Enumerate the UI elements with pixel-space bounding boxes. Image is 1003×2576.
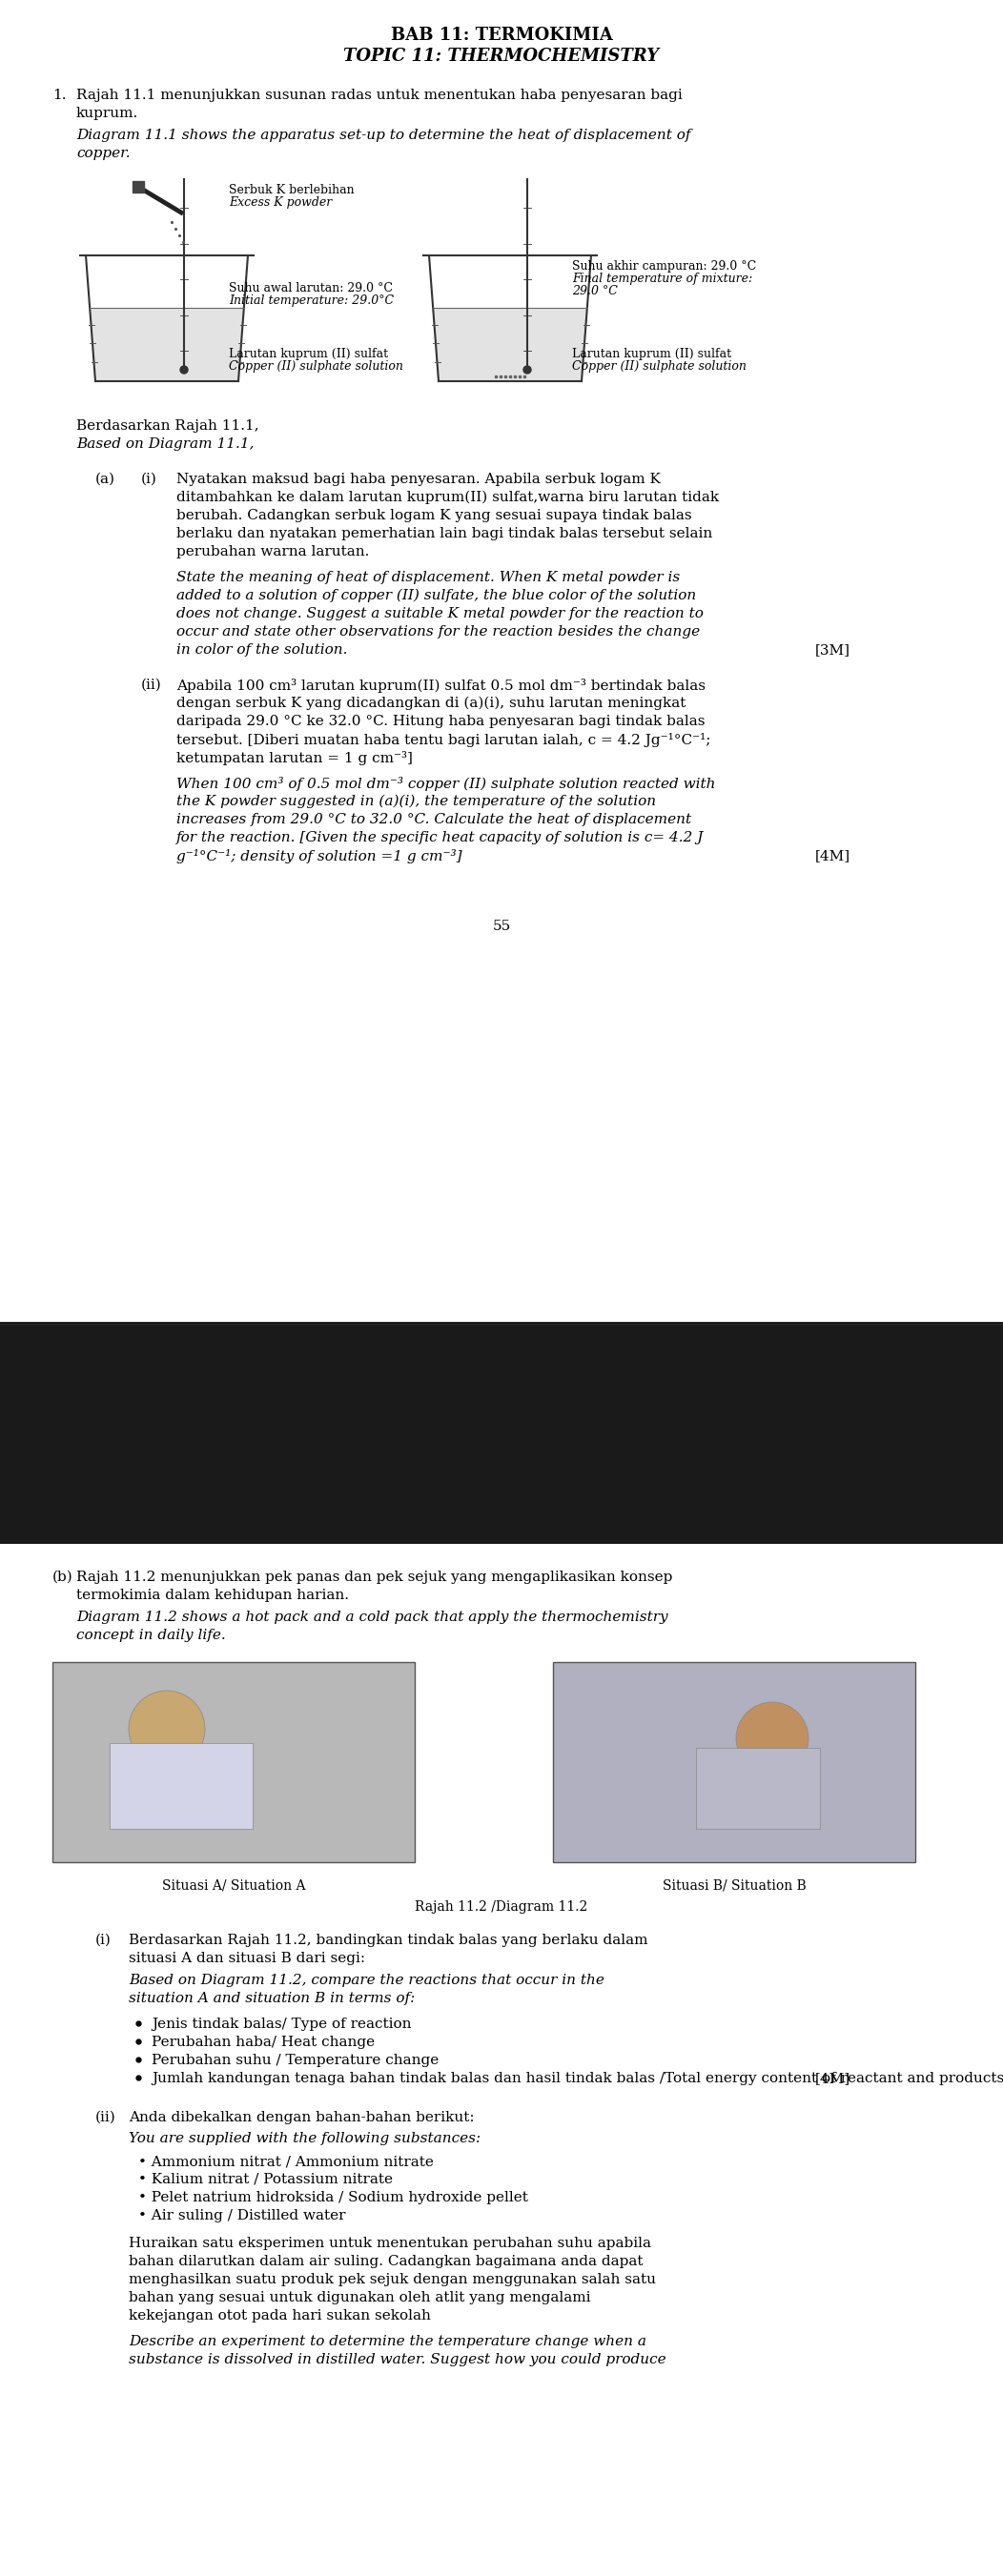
Text: You are supplied with the following substances:: You are supplied with the following subs… — [128, 2133, 480, 2146]
Text: Excess K powder: Excess K powder — [229, 196, 332, 209]
Text: When 100 cm³ of 0.5 mol dm⁻³ copper (II) sulphate solution reacted with: When 100 cm³ of 0.5 mol dm⁻³ copper (II)… — [177, 778, 715, 791]
Text: Rajah 11.2 menunjukkan pek panas dan pek sejuk yang mengaplikasikan konsep: Rajah 11.2 menunjukkan pek panas dan pek… — [76, 1571, 673, 1584]
Text: added to a solution of copper (II) sulfate, the blue color of the solution: added to a solution of copper (II) sulfa… — [177, 590, 696, 603]
Polygon shape — [90, 309, 244, 381]
Bar — [553, 1662, 916, 1862]
Text: ditambahkan ke dalam larutan kuprum(II) sulfat,warna biru larutan tidak: ditambahkan ke dalam larutan kuprum(II) … — [177, 492, 719, 505]
Bar — [109, 1744, 253, 1829]
Text: Rajah 11.2 /Diagram 11.2: Rajah 11.2 /Diagram 11.2 — [415, 1901, 588, 1914]
Text: kuprum.: kuprum. — [76, 106, 138, 121]
Circle shape — [524, 366, 531, 374]
Text: concept in daily life.: concept in daily life. — [76, 1628, 226, 1641]
Text: Huraikan satu eksperimen untuk menentukan perubahan suhu apabila: Huraikan satu eksperimen untuk menentuka… — [128, 2236, 651, 2249]
Text: Diagram 11.1 shows the apparatus set-up to determine the heat of displacement of: Diagram 11.1 shows the apparatus set-up … — [76, 129, 691, 142]
Text: Larutan kuprum (II) sulfat: Larutan kuprum (II) sulfat — [572, 348, 731, 361]
Text: tersebut. [Diberi muatan haba tentu bagi larutan ialah, c = 4.2 Jg⁻¹°C⁻¹;: tersebut. [Diberi muatan haba tentu bagi… — [177, 732, 711, 747]
Text: [3M]: [3M] — [815, 644, 851, 657]
Text: [4M]: [4M] — [815, 850, 851, 863]
Text: Jumlah kandungan tenaga bahan tindak balas dan hasil tindak balas /Total energy : Jumlah kandungan tenaga bahan tindak bal… — [151, 2071, 1003, 2084]
Circle shape — [736, 1703, 808, 1775]
Text: g⁻¹°C⁻¹; density of solution =1 g cm⁻³]: g⁻¹°C⁻¹; density of solution =1 g cm⁻³] — [177, 850, 462, 863]
Text: situation A and situation B in terms of:: situation A and situation B in terms of: — [128, 1991, 415, 2004]
Bar — [0, 1324, 1003, 1543]
Text: Final temperature of mixture:: Final temperature of mixture: — [572, 273, 752, 286]
Text: bahan yang sesuai untuk digunakan oleh atlit yang mengalami: bahan yang sesuai untuk digunakan oleh a… — [128, 2290, 591, 2306]
Text: Suhu akhir campuran: 29.0 °C: Suhu akhir campuran: 29.0 °C — [572, 260, 756, 273]
Text: 29.0 °C: 29.0 °C — [572, 286, 618, 296]
Text: Situasi A/ Situation A: Situasi A/ Situation A — [161, 1880, 305, 1893]
Text: Based on Diagram 11.1,: Based on Diagram 11.1, — [76, 438, 254, 451]
Text: the K powder suggested in (a)(i), the temperature of the solution: the K powder suggested in (a)(i), the te… — [177, 796, 656, 809]
Text: Situasi B/ Situation B: Situasi B/ Situation B — [662, 1880, 806, 1893]
Text: Anda dibekalkan dengan bahan-bahan berikut:: Anda dibekalkan dengan bahan-bahan berik… — [128, 2110, 474, 2125]
Text: • Pelet natrium hidroksida / Sodium hydroxide pellet: • Pelet natrium hidroksida / Sodium hydr… — [138, 2192, 528, 2205]
Text: Diagram 11.2 shows a hot pack and a cold pack that apply the thermochemistry: Diagram 11.2 shows a hot pack and a cold… — [76, 1610, 668, 1623]
Text: Describe an experiment to determine the temperature change when a: Describe an experiment to determine the … — [128, 2334, 646, 2349]
Text: [4M]: [4M] — [815, 2071, 851, 2084]
Text: daripada 29.0 °C ke 32.0 °C. Hitung haba penyesaran bagi tindak balas: daripada 29.0 °C ke 32.0 °C. Hitung haba… — [177, 714, 705, 729]
Text: increases from 29.0 °C to 32.0 °C. Calculate the heat of displacement: increases from 29.0 °C to 32.0 °C. Calcu… — [177, 814, 691, 827]
Text: bahan dilarutkan dalam air suling. Cadangkan bagaimana anda dapat: bahan dilarutkan dalam air suling. Cadan… — [128, 2254, 643, 2269]
Text: 1.: 1. — [52, 88, 66, 103]
Text: Perubahan haba/ Heat change: Perubahan haba/ Heat change — [151, 2035, 375, 2048]
Text: copper.: copper. — [76, 147, 130, 160]
Text: Copper (II) sulphate solution: Copper (II) sulphate solution — [572, 361, 746, 374]
Text: (a): (a) — [95, 471, 115, 487]
Text: berlaku dan nyatakan pemerhatian lain bagi tindak balas tersebut selain: berlaku dan nyatakan pemerhatian lain ba… — [177, 528, 712, 541]
Text: Apabila 100 cm³ larutan kuprum(II) sulfat 0.5 mol dm⁻³ bertindak balas: Apabila 100 cm³ larutan kuprum(II) sulfa… — [177, 677, 705, 693]
Text: in color of the solution.: in color of the solution. — [177, 644, 347, 657]
Text: Initial temperature: 29.0°C: Initial temperature: 29.0°C — [229, 294, 394, 307]
Text: (i): (i) — [95, 1935, 111, 1947]
Text: occur and state other observations for the reaction besides the change: occur and state other observations for t… — [177, 626, 700, 639]
Bar — [52, 1662, 414, 1862]
Text: Berdasarkan Rajah 11.1,: Berdasarkan Rajah 11.1, — [76, 420, 259, 433]
Text: Nyatakan maksud bagi haba penyesaran. Apabila serbuk logam K: Nyatakan maksud bagi haba penyesaran. Ap… — [177, 471, 661, 487]
Text: • Kalium nitrat / Potassium nitrate: • Kalium nitrat / Potassium nitrate — [138, 2174, 393, 2187]
Circle shape — [181, 366, 188, 374]
Text: dengan serbuk K yang dicadangkan di (a)(i), suhu larutan meningkat: dengan serbuk K yang dicadangkan di (a)(… — [177, 696, 686, 711]
Text: ketumpatan larutan = 1 g cm⁻³]: ketumpatan larutan = 1 g cm⁻³] — [177, 752, 412, 765]
Bar — [696, 1749, 819, 1829]
Text: menghasilkan suatu produk pek sejuk dengan menggunakan salah satu: menghasilkan suatu produk pek sejuk deng… — [128, 2272, 656, 2287]
Text: (ii): (ii) — [141, 677, 161, 693]
Circle shape — [128, 1690, 205, 1767]
Text: Berdasarkan Rajah 11.2, bandingkan tindak balas yang berlaku dalam: Berdasarkan Rajah 11.2, bandingkan tinda… — [128, 1935, 648, 1947]
Text: berubah. Cadangkan serbuk logam K yang sesuai supaya tindak balas: berubah. Cadangkan serbuk logam K yang s… — [177, 510, 692, 523]
Text: substance is dissolved in distilled water. Suggest how you could produce: substance is dissolved in distilled wate… — [128, 2352, 666, 2367]
Text: for the reaction. [Given the specific heat capacity of solution is c= 4.2 J: for the reaction. [Given the specific he… — [177, 832, 704, 845]
Text: TOPIC 11: THERMOCHEMISTRY: TOPIC 11: THERMOCHEMISTRY — [344, 46, 659, 64]
Text: (b): (b) — [52, 1571, 73, 1584]
Text: termokimia dalam kehidupan harian.: termokimia dalam kehidupan harian. — [76, 1589, 349, 1602]
Polygon shape — [433, 309, 587, 381]
Text: Rajah 11.1 menunjukkan susunan radas untuk menentukan haba penyesaran bagi: Rajah 11.1 menunjukkan susunan radas unt… — [76, 88, 682, 103]
Text: State the meaning of heat of displacement. When K metal powder is: State the meaning of heat of displacemen… — [177, 572, 680, 585]
Text: does not change. Suggest a suitable K metal powder for the reaction to: does not change. Suggest a suitable K me… — [177, 608, 703, 621]
Text: situasi A dan situasi B dari segi:: situasi A dan situasi B dari segi: — [128, 1953, 365, 1965]
Text: Perubahan suhu / Temperature change: Perubahan suhu / Temperature change — [151, 2053, 439, 2066]
Text: • Ammonium nitrat / Ammonium nitrate: • Ammonium nitrat / Ammonium nitrate — [138, 2154, 433, 2169]
Text: Serbuk K berlebihan: Serbuk K berlebihan — [229, 183, 354, 196]
Text: (ii): (ii) — [95, 2110, 116, 2125]
Text: Based on Diagram 11.2, compare the reactions that occur in the: Based on Diagram 11.2, compare the react… — [128, 1973, 605, 1986]
Text: kekejangan otot pada hari sukan sekolah: kekejangan otot pada hari sukan sekolah — [128, 2308, 431, 2324]
Text: Jenis tindak balas/ Type of reaction: Jenis tindak balas/ Type of reaction — [151, 2017, 411, 2030]
Text: perubahan warna larutan.: perubahan warna larutan. — [177, 546, 369, 559]
Text: Larutan kuprum (II) sulfat: Larutan kuprum (II) sulfat — [229, 348, 388, 361]
Text: Suhu awal larutan: 29.0 °C: Suhu awal larutan: 29.0 °C — [229, 283, 393, 294]
Text: BAB 11: TERMOKIMIA: BAB 11: TERMOKIMIA — [390, 26, 613, 44]
Text: • Air suling / Distilled water: • Air suling / Distilled water — [138, 2210, 346, 2223]
Text: Copper (II) sulphate solution: Copper (II) sulphate solution — [229, 361, 403, 374]
Text: (i): (i) — [141, 471, 157, 487]
Text: 55: 55 — [492, 920, 511, 933]
